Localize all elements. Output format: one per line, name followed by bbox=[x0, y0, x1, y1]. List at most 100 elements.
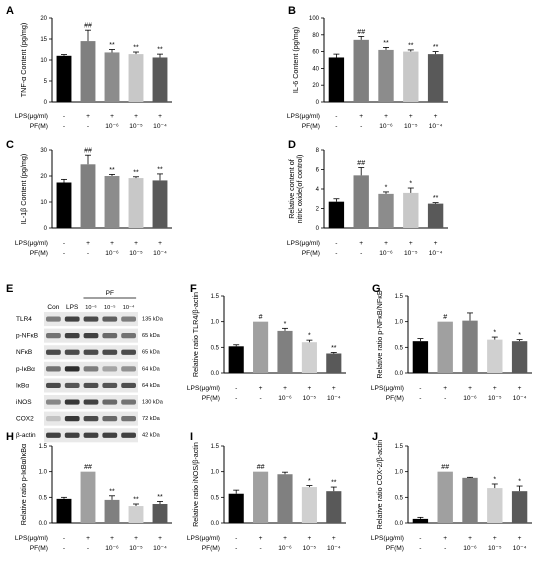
bar bbox=[128, 506, 144, 523]
bar bbox=[403, 192, 419, 228]
bar bbox=[403, 51, 419, 102]
significance-label: ** bbox=[133, 169, 139, 176]
lps-value: + bbox=[86, 535, 90, 542]
lps-value: + bbox=[443, 535, 447, 542]
y-tick-label: 1.0 bbox=[395, 320, 404, 326]
significance-label: ## bbox=[257, 464, 265, 471]
y-tick-label: 1.5 bbox=[211, 294, 220, 300]
blot-band bbox=[121, 432, 136, 438]
lps-value: + bbox=[384, 240, 388, 247]
bar bbox=[253, 471, 269, 523]
chart-panel-a: A 0 5 10 15 20 TNF-α Content (pg/mg) - - ## + - ** +1… bbox=[6, 5, 172, 130]
y-tick-label: 0.0 bbox=[211, 521, 220, 527]
pf-value: - bbox=[63, 250, 65, 257]
protein-label: IκBα bbox=[16, 382, 29, 389]
pf-value: 10⁻⁴ bbox=[153, 123, 167, 130]
pf-value: - bbox=[235, 545, 237, 552]
y-tick-label: 100 bbox=[309, 16, 320, 22]
bar bbox=[56, 182, 72, 228]
y-axis-label: Relative ratio p-IκBα/IκBα bbox=[19, 444, 28, 525]
lps-value: + bbox=[110, 240, 114, 247]
lps-value: - bbox=[235, 535, 237, 542]
y-tick-label: 60 bbox=[312, 50, 319, 56]
blot-band bbox=[46, 416, 61, 422]
bar bbox=[277, 474, 293, 523]
bar bbox=[462, 477, 478, 523]
kda-label: 42 kDa bbox=[142, 433, 161, 439]
chart-panel-g: G 0.0 0.5 1.0 1.5 Relative ratio p-NFκB/NFκB -… bbox=[371, 283, 532, 402]
pf-value: 10⁻⁵ bbox=[488, 395, 502, 402]
lps-value: + bbox=[307, 535, 311, 542]
lps-value: + bbox=[332, 535, 336, 542]
pf-value: - bbox=[444, 395, 446, 402]
chart-panel-i: I 0.0 0.5 1.0 1.5 Relative ratio iNOS/β-actin… bbox=[187, 431, 346, 552]
y-tick-label: 1.0 bbox=[39, 470, 48, 476]
y-tick-label: 0.0 bbox=[39, 521, 48, 527]
blot-band bbox=[83, 316, 99, 322]
pf-value: - bbox=[87, 123, 89, 130]
chart-panel-f: F 0.0 0.5 1.0 1.5 Relative ratio TLR4/β-actin… bbox=[187, 283, 346, 402]
y-tick-label: 0.5 bbox=[211, 495, 220, 501]
blot-band bbox=[121, 399, 136, 405]
protein-label: NFκB bbox=[16, 349, 32, 356]
lps-value: - bbox=[335, 113, 337, 120]
pf-value: 10⁻⁴ bbox=[429, 250, 443, 257]
lps-value: + bbox=[134, 535, 138, 542]
blot-band bbox=[64, 416, 80, 422]
significance-label: ** bbox=[109, 167, 115, 174]
lps-value: + bbox=[359, 113, 363, 120]
bar bbox=[511, 341, 528, 373]
y-tick-label: 40 bbox=[312, 66, 319, 72]
bar bbox=[228, 493, 244, 523]
pf-value: - bbox=[444, 545, 446, 552]
bar bbox=[104, 176, 120, 228]
bar bbox=[462, 320, 478, 373]
significance-label: # bbox=[443, 314, 447, 321]
blot-band bbox=[46, 333, 61, 339]
pf-value: 10⁻⁶ bbox=[105, 250, 119, 257]
y-tick-label: 30 bbox=[40, 148, 47, 154]
blot-band bbox=[83, 333, 99, 339]
lps-value: + bbox=[384, 113, 388, 120]
lps-value: + bbox=[158, 113, 162, 120]
bar bbox=[152, 57, 168, 102]
lps-value: + bbox=[409, 113, 413, 120]
significance-label: ## bbox=[84, 23, 92, 30]
significance-label: * bbox=[518, 332, 521, 339]
y-tick-label: 6 bbox=[316, 168, 320, 174]
panel-letter: A bbox=[6, 5, 14, 17]
significance-label: ** bbox=[157, 494, 163, 501]
pf-value: 10⁻⁶ bbox=[463, 545, 477, 552]
bar bbox=[104, 499, 120, 523]
y-tick-label: 1.5 bbox=[211, 444, 220, 450]
blot-band bbox=[46, 399, 61, 405]
lps-value: + bbox=[134, 113, 138, 120]
significance-label: ** bbox=[433, 44, 439, 51]
y-tick-label: 0.5 bbox=[211, 345, 220, 351]
lps-value: + bbox=[409, 240, 413, 247]
blot-band bbox=[121, 382, 136, 389]
blot-band bbox=[64, 432, 80, 438]
pf-value: 10⁻⁶ bbox=[105, 123, 119, 130]
pf-value: - bbox=[87, 545, 89, 552]
blot-band bbox=[121, 416, 136, 422]
pf-dose-header: 10⁻⁵ bbox=[104, 304, 116, 311]
significance-label: ** bbox=[157, 47, 163, 54]
bar bbox=[80, 471, 96, 523]
lps-value: + bbox=[134, 240, 138, 247]
y-tick-label: 5 bbox=[44, 79, 48, 85]
y-tick-label: 0.5 bbox=[39, 495, 48, 501]
blot-band bbox=[102, 382, 118, 389]
pf-value: 10⁻⁵ bbox=[404, 250, 418, 257]
significance-label: # bbox=[259, 314, 263, 321]
bar bbox=[378, 193, 394, 228]
significance-label: * bbox=[493, 330, 496, 337]
pf-row-label: PF(M) bbox=[202, 395, 220, 402]
lps-value: + bbox=[493, 385, 497, 392]
lps-value: + bbox=[443, 385, 447, 392]
y-tick-label: 8 bbox=[316, 148, 320, 154]
lps-value: + bbox=[283, 535, 287, 542]
pf-row-label: PF(M) bbox=[302, 123, 320, 130]
y-tick-label: 20 bbox=[40, 16, 47, 22]
